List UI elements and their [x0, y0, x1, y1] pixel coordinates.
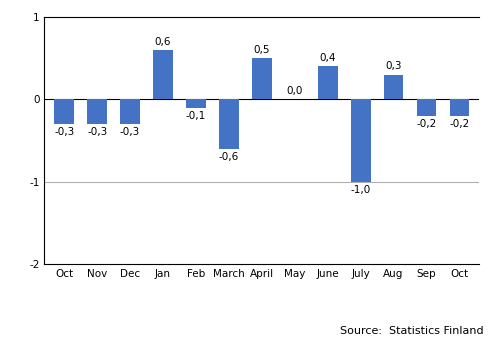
Text: -0,6: -0,6 [219, 152, 239, 162]
Bar [87, 99, 107, 124]
Text: 0,5: 0,5 [253, 45, 270, 55]
Text: 0,3: 0,3 [385, 61, 402, 72]
Bar [318, 66, 337, 99]
Text: -0,3: -0,3 [54, 127, 74, 138]
Text: Source:  Statistics Finland: Source: Statistics Finland [340, 326, 484, 336]
Text: -0,1: -0,1 [186, 111, 206, 121]
Text: 0,6: 0,6 [155, 37, 171, 47]
Text: -0,2: -0,2 [450, 119, 469, 129]
Bar [384, 75, 404, 99]
Bar [120, 99, 140, 124]
Bar [416, 99, 436, 116]
Text: -1,0: -1,0 [351, 185, 370, 195]
Bar [153, 50, 173, 99]
Bar [54, 99, 74, 124]
Text: -0,3: -0,3 [87, 127, 107, 138]
Text: -0,2: -0,2 [416, 119, 437, 129]
Text: -0,3: -0,3 [120, 127, 140, 138]
Bar [450, 99, 469, 116]
Bar [351, 99, 370, 182]
Bar [186, 99, 206, 108]
Text: 0,0: 0,0 [287, 86, 303, 96]
Bar [252, 58, 272, 99]
Text: 0,4: 0,4 [320, 53, 336, 63]
Bar [219, 99, 239, 149]
